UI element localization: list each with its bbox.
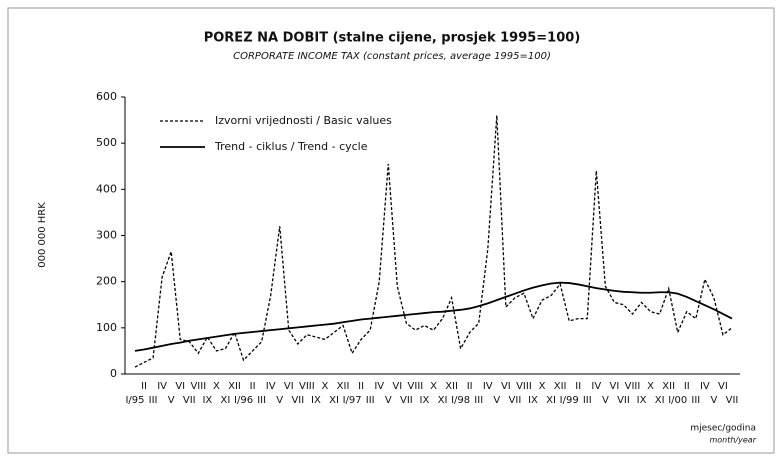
x-tick-label: XII: [228, 381, 241, 392]
x-tick-label: III: [691, 395, 700, 406]
x-tick-label: XII: [554, 381, 567, 392]
x-tick-label: VII: [509, 395, 522, 406]
x-tick-label: VII: [183, 395, 196, 406]
x-tick-label: IV: [700, 381, 710, 392]
x-tick-label: XI: [655, 395, 665, 406]
x-tick-label: II: [358, 381, 364, 392]
x-tick-label: III: [474, 395, 483, 406]
x-tick-label: III: [149, 395, 158, 406]
x-tick-label: IV: [157, 381, 167, 392]
x-axis-label: mjesec/godina: [690, 424, 756, 434]
x-tick-label: VII: [291, 395, 304, 406]
x-tick-label: IX: [637, 395, 647, 406]
x-tick-label: VI: [175, 381, 185, 392]
x-tick-label: II: [250, 381, 256, 392]
x-tick-label: XI: [329, 395, 339, 406]
series-line: [134, 281, 733, 352]
x-tick-label: XII: [445, 381, 458, 392]
x-tick-label: I/97: [343, 395, 362, 406]
x-tick-label: VII: [400, 395, 413, 406]
y-axis-label: 000 000 HRK: [37, 202, 48, 268]
x-axis-label-en: month/year: [709, 436, 756, 445]
chart-subtitle: CORPORATE INCOME TAX (constant prices, a…: [233, 51, 551, 62]
x-tick-label: IX: [420, 395, 430, 406]
x-tick-label: X: [213, 381, 220, 392]
x-tick-label: IV: [591, 381, 601, 392]
x-tick-label: XI: [221, 395, 231, 406]
x-tick-label: XI: [438, 395, 448, 406]
legend-label: Trend - ciklus / Trend - cycle: [214, 140, 368, 153]
y-tick-label: 600: [96, 90, 117, 103]
x-tick-label: I/96: [234, 395, 253, 406]
x-tick-label: XII: [337, 381, 350, 392]
y-tick-label: 400: [96, 182, 117, 195]
x-tick-label: IX: [202, 395, 212, 406]
x-tick-label: II: [575, 381, 581, 392]
x-tick-label: X: [647, 381, 654, 392]
x-tick-label: V: [602, 395, 609, 406]
x-tick-label: VIII: [516, 381, 532, 392]
series-line: [134, 115, 733, 368]
x-tick-label: VII: [617, 395, 630, 406]
x-tick-label: VI: [392, 381, 402, 392]
x-tick-label: I/98: [451, 395, 470, 406]
x-tick-label: IX: [528, 395, 538, 406]
x-tick-label: VIII: [625, 381, 641, 392]
x-tick-label: I/00: [668, 395, 687, 406]
frame: [7, 7, 775, 454]
x-tick-label: V: [385, 395, 392, 406]
x-tick-label: I/99: [560, 395, 579, 406]
x-tick-label: VII: [726, 395, 739, 406]
x-tick-label: XI: [546, 395, 556, 406]
x-tick-label: III: [257, 395, 266, 406]
x-tick-label: II: [684, 381, 690, 392]
x-tick-label: V: [276, 395, 283, 406]
y-tick-label: 100: [96, 321, 117, 334]
x-tick-label: III: [366, 395, 375, 406]
x-tick-label: V: [493, 395, 500, 406]
y-tick-label: 0: [110, 367, 117, 380]
x-tick-label: VIII: [299, 381, 315, 392]
x-tick-label: III: [583, 395, 592, 406]
y-tick-label: 200: [96, 275, 117, 288]
y-tick-label: 300: [96, 229, 117, 242]
x-tick-label: VI: [501, 381, 511, 392]
x-tick-label: VI: [610, 381, 620, 392]
x-tick-label: V: [710, 395, 717, 406]
x-tick-label: II: [467, 381, 473, 392]
y-tick-label: 500: [96, 136, 117, 149]
x-tick-label: II: [141, 381, 147, 392]
x-tick-label: X: [539, 381, 546, 392]
chart-title: POREZ NA DOBIT (stalne cijene, prosjek 1…: [204, 31, 581, 46]
x-tick-label: XII: [662, 381, 675, 392]
x-tick-label: VI: [284, 381, 294, 392]
x-tick-label: VIII: [408, 381, 424, 392]
x-tick-label: X: [322, 381, 329, 392]
x-tick-label: VIII: [190, 381, 206, 392]
x-tick-label: IV: [483, 381, 493, 392]
x-tick-label: X: [430, 381, 437, 392]
x-tick-label: V: [168, 395, 175, 406]
x-tick-label: VI: [718, 381, 728, 392]
x-tick-label: I/95: [125, 395, 144, 406]
x-tick-label: IV: [266, 381, 276, 392]
x-tick-label: IV: [374, 381, 384, 392]
legend-label: Izvorni vrijednosti / Basic values: [215, 114, 392, 127]
x-tick-label: IX: [311, 395, 321, 406]
